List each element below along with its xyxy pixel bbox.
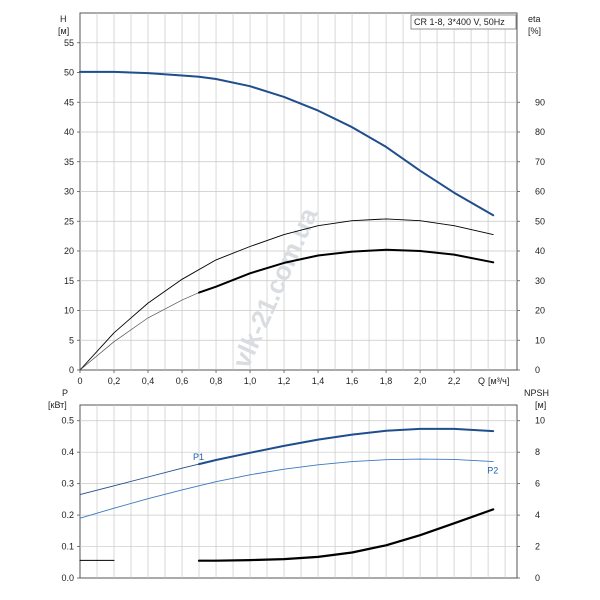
head-left-tick-label: 0 — [69, 365, 74, 375]
power-panel-tick-labels: 0.0 0.1 0.2 0.3 0.4 0.5 0 2 4 6 8 10 — [61, 416, 545, 583]
power-axis-label: P — [62, 388, 68, 398]
power-npsh-panel: P [кВт] NPSH [м] 0.0 0.1 0.2 0.3 0.4 0.5 0 2 4 6 8… — [48, 388, 549, 583]
power-panel-frame — [79, 404, 518, 579]
head-x-tick-label: 1,8 — [380, 376, 393, 386]
head-left-tick-label: 25 — [64, 216, 74, 226]
head-panel-tick-labels: 0 5 10 15 20 25 30 35 40 45 50 55 0 10 20 30 40 50 60 70 80 9… — [64, 38, 545, 386]
head-x-tick-label: 1,0 — [244, 376, 257, 386]
head-series-1 — [79, 218, 494, 371]
head-panel-series — [79, 70, 495, 371]
head-right-tick-label: 30 — [535, 276, 545, 286]
power-left-tick-label: 0.5 — [61, 416, 74, 426]
power-panel-series: P1 P2 — [79, 427, 498, 562]
head-right-tick-label: 80 — [535, 127, 545, 137]
power-right-tick-label: 4 — [535, 510, 540, 520]
head-right-tick-label: 90 — [535, 97, 545, 107]
head-x-tick-label: 2,0 — [414, 376, 427, 386]
npsh-axis-label: NPSH — [524, 388, 549, 398]
head-right-tick-label: 50 — [535, 216, 545, 226]
head-axis-unit: [м] — [58, 26, 69, 36]
head-x-tick-label: 1,4 — [312, 376, 325, 386]
head-right-tick-label: 40 — [535, 246, 545, 256]
head-series-2 — [79, 292, 200, 371]
head-left-tick-label: 35 — [64, 157, 74, 167]
power-right-tick-label: 10 — [535, 416, 545, 426]
head-series-3 — [198, 248, 495, 294]
head-left-tick-label: 40 — [64, 127, 74, 137]
flow-axis-label: Q — [478, 376, 485, 386]
head-left-tick-label: 10 — [64, 306, 74, 316]
power-left-tick-label: 0.4 — [61, 447, 74, 457]
power-left-tick-label: 0.1 — [61, 542, 74, 552]
head-right-tick-label: 70 — [535, 157, 545, 167]
power-left-tick-label: 0.0 — [61, 573, 74, 583]
head-axis-label: H — [60, 14, 67, 24]
head-right-tick-label: 60 — [535, 187, 545, 197]
head-left-tick-label: 45 — [64, 97, 74, 107]
model-label: CR 1-8, 3*400 V, 50Hz — [414, 17, 505, 27]
head-left-tick-label: 30 — [64, 187, 74, 197]
power-panel-grid — [80, 405, 517, 578]
flow-axis-unit: [м³/ч] — [488, 376, 509, 386]
power-right-tick-label: 0 — [535, 573, 540, 583]
power-right-tick-label: 6 — [535, 479, 540, 489]
head-x-tick-label: 1,2 — [278, 376, 291, 386]
efficiency-axis-unit: [%] — [528, 26, 541, 36]
power-series-4 — [197, 508, 495, 562]
head-x-tick-label: 0,6 — [176, 376, 189, 386]
head-efficiency-panel: vlk-21.com.ua CR 1-8, 3*400 V, 50Hz H [м… — [58, 12, 545, 386]
power-series-p2 — [79, 458, 494, 519]
head-series-0 — [79, 70, 495, 217]
power-left-tick-label: 0.2 — [61, 510, 74, 520]
model-label-box — [410, 14, 517, 30]
head-left-tick-label: 55 — [64, 38, 74, 48]
power-series-1 — [198, 427, 495, 466]
power-right-tick-label: 2 — [535, 542, 540, 552]
head-right-tick-label: 0 — [535, 365, 540, 375]
power-left-tick-label: 0.3 — [61, 479, 74, 489]
power-right-tick-label: 8 — [535, 447, 540, 457]
power-series-p1 — [79, 463, 200, 496]
head-x-tick-label: 2,2 — [448, 376, 461, 386]
head-x-tick-label: 1,6 — [346, 376, 359, 386]
head-x-tick-label: 0,4 — [142, 376, 155, 386]
head-x-tick-label: 0,2 — [108, 376, 121, 386]
head-left-tick-label: 20 — [64, 246, 74, 256]
head-left-tick-label: 50 — [64, 68, 74, 78]
power-series-label-p2: P2 — [487, 466, 498, 476]
head-right-tick-label: 20 — [535, 306, 545, 316]
head-x-tick-label: 0,8 — [210, 376, 223, 386]
power-axis-unit: [кВт] — [48, 400, 67, 410]
efficiency-axis-label: eta — [528, 14, 541, 24]
npsh-axis-unit: [м] — [535, 400, 546, 410]
head-left-tick-label: 15 — [64, 276, 74, 286]
power-series-label-p1: P1 — [193, 452, 204, 462]
head-x-tick-label: 0 — [77, 376, 82, 386]
head-right-tick-label: 10 — [535, 335, 545, 345]
head-left-tick-label: 5 — [69, 335, 74, 345]
